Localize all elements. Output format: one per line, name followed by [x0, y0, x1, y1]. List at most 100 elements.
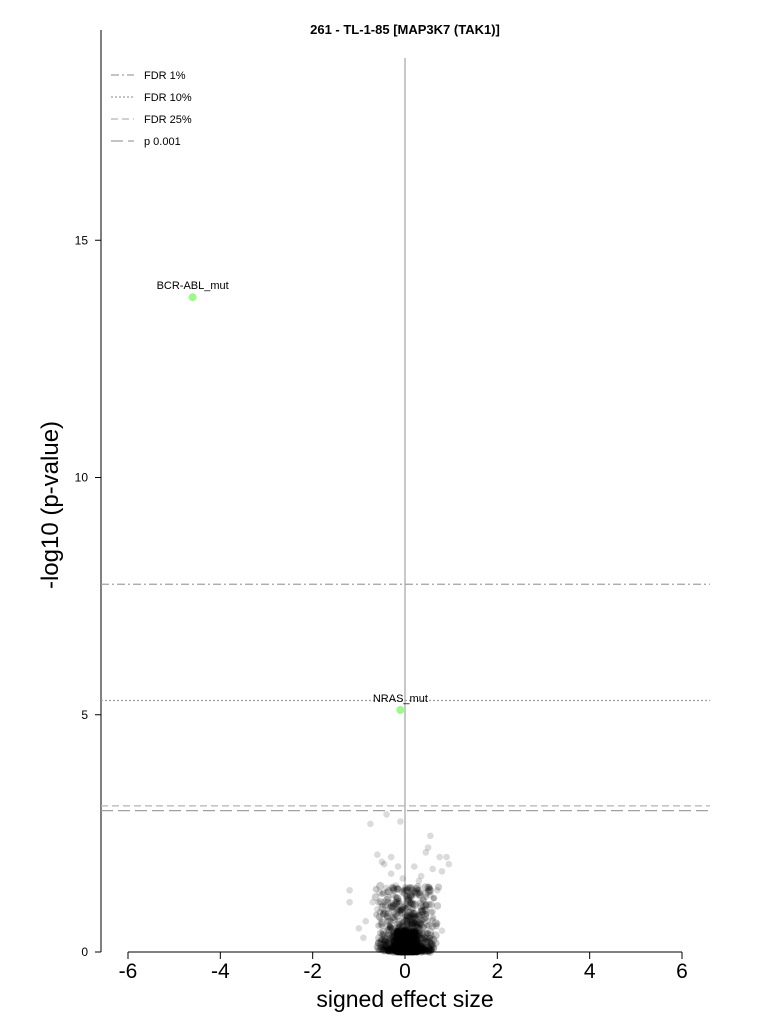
background-point — [405, 947, 413, 955]
background-point — [410, 940, 418, 947]
background-point — [383, 912, 392, 921]
background-point — [403, 940, 411, 948]
background-point — [408, 947, 416, 955]
background-point — [414, 924, 423, 933]
background-point — [401, 931, 409, 939]
background-point — [415, 912, 423, 920]
y-tick-label: 5 — [81, 708, 88, 722]
background-point — [405, 945, 414, 954]
background-point — [395, 947, 403, 955]
background-point — [409, 919, 418, 927]
background-point — [414, 945, 422, 953]
background-point — [398, 948, 406, 956]
background-point — [412, 941, 421, 950]
background-point — [402, 943, 412, 952]
x-tick-label: 0 — [399, 960, 411, 983]
highlighted-point-label: BCR-ABL_mut — [157, 280, 229, 292]
background-point — [416, 945, 424, 953]
background-point — [389, 943, 397, 950]
background-point — [405, 930, 413, 938]
background-point — [430, 914, 437, 921]
background-point — [401, 900, 410, 909]
background-point — [405, 945, 413, 953]
background-point — [391, 941, 398, 948]
background-point — [411, 946, 419, 954]
background-point — [401, 945, 409, 953]
background-point — [406, 923, 413, 930]
background-point — [390, 947, 397, 954]
background-point — [424, 943, 432, 951]
background-point — [374, 939, 383, 947]
background-point — [396, 947, 405, 956]
background-point — [406, 946, 415, 955]
background-point — [422, 929, 429, 937]
background-point — [377, 920, 386, 928]
background-point — [418, 942, 426, 950]
background-point — [414, 932, 422, 940]
background-point — [395, 940, 403, 948]
background-point — [413, 923, 423, 932]
background-point — [407, 948, 415, 956]
background-point — [419, 946, 428, 954]
background-point — [411, 943, 420, 953]
background-point — [395, 946, 403, 954]
background-point — [399, 888, 407, 896]
background-point — [362, 917, 370, 925]
background-point — [407, 947, 416, 956]
background-point — [426, 934, 434, 943]
background-point — [406, 943, 413, 950]
background-point — [405, 946, 413, 953]
background-point — [405, 948, 413, 956]
background-point — [408, 909, 417, 917]
background-point — [425, 945, 433, 953]
background-point — [410, 931, 418, 939]
background-point — [412, 945, 422, 954]
background-point — [386, 941, 395, 950]
background-point — [389, 934, 396, 942]
background-point — [408, 899, 415, 907]
background-point — [394, 928, 401, 936]
background-point — [401, 947, 409, 955]
background-point — [412, 947, 419, 954]
background-point — [388, 946, 397, 955]
background-point — [394, 946, 402, 954]
background-point — [402, 943, 410, 951]
background-point — [406, 945, 414, 953]
background-point — [400, 948, 408, 956]
background-point — [418, 944, 426, 952]
background-point — [405, 946, 413, 954]
background-point — [393, 906, 402, 914]
background-point — [397, 943, 405, 951]
background-point — [395, 899, 402, 906]
background-point — [395, 944, 404, 953]
background-point — [396, 947, 404, 955]
background-point — [417, 920, 425, 927]
background-point — [410, 900, 419, 909]
background-point — [400, 929, 408, 937]
background-point — [397, 907, 404, 914]
background-point — [393, 912, 402, 921]
background-point — [408, 930, 416, 938]
background-point — [410, 946, 418, 954]
background-point — [385, 930, 393, 938]
background-point — [411, 912, 419, 920]
background-point — [392, 923, 401, 932]
background-point — [388, 936, 395, 943]
background-point — [393, 897, 402, 906]
background-point — [416, 945, 424, 953]
background-point — [413, 948, 421, 956]
background-point — [411, 936, 419, 944]
background-point — [414, 946, 422, 955]
background-point — [395, 947, 405, 956]
background-point — [398, 939, 406, 947]
background-point — [412, 884, 421, 893]
background-point — [410, 925, 418, 934]
background-point — [384, 893, 392, 902]
background-point — [408, 940, 416, 948]
background-point — [384, 899, 392, 907]
background-point — [393, 898, 400, 905]
background-point — [413, 918, 422, 928]
background-point — [393, 884, 401, 893]
background-point — [399, 944, 408, 953]
background-point — [411, 946, 418, 953]
